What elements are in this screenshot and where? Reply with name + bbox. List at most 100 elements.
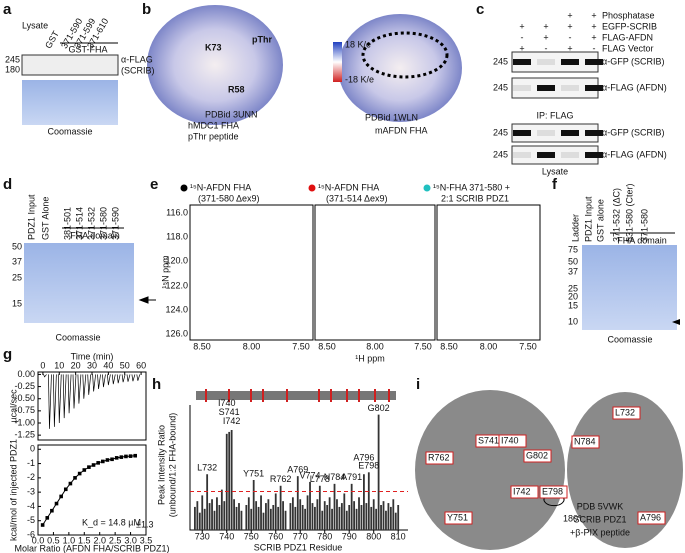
strand-marker [374,389,376,402]
protein-surface [567,392,683,548]
bar [360,505,363,530]
band [513,130,531,136]
data-point [114,456,119,460]
label: + [567,21,572,31]
binding-site [361,31,449,79]
bar [367,472,370,530]
bar [355,508,358,530]
bar [348,505,351,530]
label: R762 [428,452,450,462]
lane-label: GST Alone [40,197,50,240]
band [513,59,531,65]
bar [284,510,287,530]
label: 7.50 [414,341,432,351]
injection-peak [62,374,67,419]
protein-surface [415,390,565,550]
label: IP: FLAG [536,110,573,120]
x-tick-label: 760 [268,531,283,541]
label: 37 [12,256,22,266]
x-tick-label: 30 [87,360,97,370]
strand-marker [318,389,320,402]
label: 20 [568,291,578,301]
data-point [54,501,59,506]
band [537,152,555,158]
label: α-GFP (SCRIB) [602,127,665,137]
bar [385,510,387,530]
label-box [571,435,600,449]
bar [267,499,270,530]
label: Coomassie [47,126,92,136]
bar [338,506,341,530]
label: 124.0 [165,304,188,314]
injection-peak [77,374,82,404]
residue-annotation: A796 [353,453,374,463]
bar [228,431,231,530]
label: + [519,21,524,31]
protein-surface [338,14,462,122]
bar [274,493,277,530]
label: EGFP-SCRIB [602,21,657,31]
label-box [637,511,666,525]
label: N784 [574,436,596,446]
color-bar [333,42,342,82]
gel [22,80,118,125]
x-tick-label: 2.5 [109,535,122,545]
bar [353,501,356,530]
injection-peak [131,374,136,382]
bar [387,503,390,530]
data-point [133,453,137,458]
injection-peak [121,374,126,383]
spectra-frames [189,204,541,341]
bar [321,510,324,530]
label: 118.0 [166,231,188,241]
label: 126.0 [165,328,188,338]
data-point [63,487,68,492]
bar [282,501,284,530]
bar [218,505,221,530]
data-point [77,471,82,476]
injection-peak [82,374,87,399]
injection-peak [87,374,92,395]
label: 18 K/e [345,39,371,49]
y-tick-label: -0.25 [14,381,35,391]
label-box [498,434,527,448]
panel-label: a [3,1,12,18]
label: µcal/sec [8,389,18,423]
bar [304,508,307,530]
label: 180° [563,513,582,523]
label: 8.50 [318,341,336,351]
label-box [523,449,552,463]
axes-frame [37,444,147,536]
label: Coomassie [607,334,652,344]
label: R58 [228,84,245,94]
bar [311,503,314,530]
data-point [91,463,96,467]
y-tick-label: -6 [27,529,35,539]
label: 25 [568,283,578,293]
bar [208,503,211,530]
label: Molar Ratio (AFDN FHA/SCRIB PDZ1) [14,543,169,553]
y-tick-label: -0.75 [14,405,35,415]
data-point [68,481,73,486]
injection-peak [72,374,77,409]
data-point [40,523,45,527]
x-tick-label: 20 [71,360,81,370]
data-point [119,455,124,459]
bar [370,506,373,530]
data-point [105,458,110,462]
label: 50 [568,256,578,266]
bar [301,505,304,530]
label: Peak Intensity Ratio [156,425,166,505]
label: FHA domain [70,230,120,240]
label: K_d = 14.8 µM [82,517,141,527]
label: 8.00 [243,341,261,351]
label: - [521,32,524,42]
lane-label: 371-580 [98,207,108,240]
group-label: GST-FHA [68,44,107,54]
band [537,130,555,136]
bar [372,499,375,530]
x-tick-label: 740 [219,531,234,541]
bar [326,505,329,530]
label: - [569,32,572,42]
arrow [138,296,156,304]
